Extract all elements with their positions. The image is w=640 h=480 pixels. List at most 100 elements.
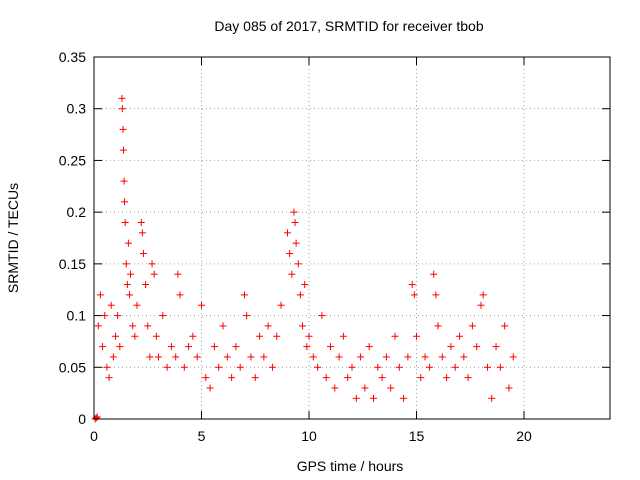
data-point (122, 260, 130, 268)
data-point (464, 374, 472, 382)
y-tick-label: 0.1 (67, 308, 87, 324)
data-point (410, 291, 418, 299)
data-point (395, 363, 403, 371)
data-point (133, 301, 141, 309)
y-tick-label: 0.15 (59, 256, 86, 272)
data-point (94, 322, 102, 330)
data-point (118, 105, 126, 113)
plot-frame (93, 56, 611, 420)
data-point (309, 353, 317, 361)
data-point (152, 332, 160, 340)
y-tick-label: 0.3 (67, 101, 87, 117)
data-point (125, 291, 133, 299)
y-tick-label: 0.25 (59, 152, 86, 168)
data-point (425, 363, 433, 371)
data-point (352, 394, 360, 402)
data-point (189, 332, 197, 340)
data-point (260, 353, 268, 361)
axis-ticks: 0 0.05 0.1 0.15 0.2 0.25 0.3 0.35 0 5 10 15 20 (59, 49, 610, 444)
data-point (303, 343, 311, 351)
data-point (193, 353, 201, 361)
data-point (202, 374, 210, 382)
data-point (357, 353, 365, 361)
data-point (434, 322, 442, 330)
data-point (131, 332, 139, 340)
data-point (391, 332, 399, 340)
data-point (408, 281, 416, 289)
data-point (432, 291, 440, 299)
data-point (139, 250, 147, 258)
data-point (167, 343, 175, 351)
y-tick-label: 0 (78, 411, 86, 427)
data-points (91, 94, 517, 423)
data-point (284, 229, 291, 237)
data-point (288, 270, 296, 278)
data-point (123, 281, 131, 289)
data-point (101, 312, 109, 320)
data-point (120, 177, 128, 185)
data-point (492, 343, 500, 351)
data-point (404, 353, 412, 361)
x-axis-label: GPS time / hours (297, 458, 404, 474)
data-point (172, 353, 180, 361)
data-point (174, 270, 182, 278)
x-tick-label: 5 (198, 428, 206, 444)
data-point (509, 353, 517, 361)
data-point (228, 374, 236, 382)
data-point (107, 301, 115, 309)
y-axis-label: SRMTID / TECUs (5, 183, 21, 293)
data-point (277, 301, 285, 309)
data-point (256, 332, 264, 340)
data-point (496, 363, 504, 371)
data-point (144, 322, 152, 330)
data-point (331, 384, 339, 392)
data-point (430, 270, 438, 278)
data-point (374, 363, 382, 371)
data-point (296, 291, 304, 299)
data-point (488, 394, 496, 402)
data-point (339, 332, 347, 340)
data-point (241, 291, 248, 299)
data-point (150, 270, 158, 278)
x-tick-label: 20 (516, 428, 532, 444)
data-point (294, 260, 302, 268)
data-point (127, 270, 135, 278)
data-point (479, 291, 487, 299)
data-point (129, 322, 137, 330)
data-point (137, 218, 145, 226)
y-tick-label: 0.05 (59, 359, 86, 375)
chart-title: Day 085 of 2017, SRMTID for receiver tbo… (214, 18, 483, 34)
data-point (180, 363, 188, 371)
data-point (146, 353, 154, 361)
data-point (314, 363, 322, 371)
data-point (318, 312, 326, 320)
y-tick-label: 0.35 (59, 49, 86, 65)
data-point (400, 394, 408, 402)
data-point (96, 291, 104, 299)
data-point (236, 363, 244, 371)
data-point (124, 239, 132, 247)
data-point (219, 322, 227, 330)
data-point (206, 384, 214, 392)
data-point (286, 250, 294, 258)
data-point (421, 353, 429, 361)
data-point (247, 353, 255, 361)
data-point (322, 374, 330, 382)
data-point (176, 291, 184, 299)
data-point (215, 363, 223, 371)
x-tick-label: 0 (90, 428, 98, 444)
data-point (365, 343, 373, 351)
data-point (112, 332, 119, 340)
data-point (460, 353, 468, 361)
data-point (382, 353, 390, 361)
data-point (198, 301, 205, 309)
data-point (438, 353, 446, 361)
data-point (335, 353, 343, 361)
data-point (105, 374, 113, 382)
data-point (473, 343, 481, 351)
data-point (119, 125, 127, 133)
data-point (299, 322, 307, 330)
data-point (114, 312, 122, 320)
data-point (387, 384, 395, 392)
